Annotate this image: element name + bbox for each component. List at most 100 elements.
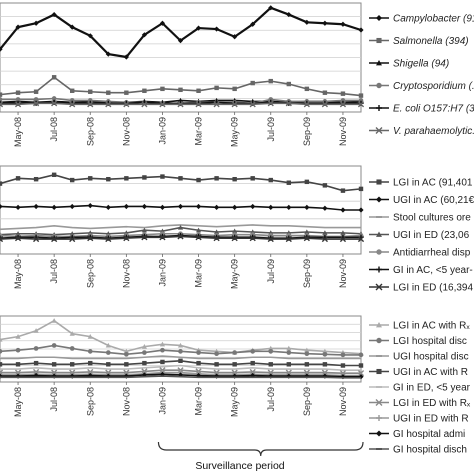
data-point bbox=[232, 176, 237, 182]
x-tick-label: Nov-09 bbox=[338, 259, 348, 288]
data-point bbox=[0, 372, 3, 378]
legend-label: Campylobacter (91 bbox=[393, 14, 474, 25]
data-point bbox=[141, 101, 148, 108]
data-point bbox=[124, 362, 129, 367]
legend-entry: LGI in ED (16,394 bbox=[369, 283, 473, 294]
legend-entry: GI in AC, <5 year- bbox=[369, 265, 473, 276]
data-point bbox=[0, 46, 3, 52]
data-point bbox=[304, 347, 310, 353]
data-point bbox=[88, 360, 93, 366]
series-line bbox=[0, 224, 361, 231]
legend-entry: GI in ED, <5 year bbox=[369, 383, 471, 394]
data-point bbox=[51, 318, 57, 323]
legend-label: GI in AC, <5 year- bbox=[393, 265, 473, 276]
data-point bbox=[304, 204, 310, 210]
data-point bbox=[33, 20, 39, 26]
series-6 bbox=[0, 233, 365, 243]
pathogen-chart: May-08 Jul-08 Sep-08 Nov-08 Jan-09 Mar-09 May-… bbox=[0, 2, 474, 147]
legend-label: Antidiarrheal disp bbox=[393, 248, 471, 259]
data-point bbox=[232, 232, 237, 237]
data-point bbox=[51, 96, 57, 101]
legend-label: UGI hospital disc bbox=[393, 352, 469, 363]
legend-swatch-marker bbox=[376, 249, 382, 255]
data-point bbox=[340, 352, 346, 358]
x-tick-label: Mar-09 bbox=[194, 117, 204, 146]
data-point bbox=[69, 331, 75, 336]
data-point bbox=[232, 204, 238, 210]
data-point bbox=[69, 98, 75, 103]
data-point bbox=[15, 90, 21, 95]
data-point bbox=[304, 86, 310, 92]
data-point bbox=[321, 235, 328, 243]
x-tick-label: Jul-09 bbox=[266, 117, 276, 142]
x-tick-label: Sep-09 bbox=[302, 117, 312, 146]
data-point bbox=[286, 204, 292, 210]
data-point bbox=[87, 33, 93, 39]
legend-label: GI in ED, <5 year bbox=[393, 383, 471, 394]
data-point bbox=[340, 363, 346, 368]
x-tick-label: May-08 bbox=[13, 387, 23, 417]
legend-swatch-marker bbox=[375, 283, 383, 291]
syndrome-chart-primary: May-08 Jul-08 Sep-08 Nov-08 Jan-09 Mar-09 May-… bbox=[0, 165, 474, 294]
data-point bbox=[358, 363, 364, 368]
data-point bbox=[0, 203, 3, 210]
legend-entry: Stool cultures ore bbox=[369, 213, 471, 224]
data-point bbox=[358, 98, 364, 103]
x-tick-label: Sep-08 bbox=[85, 259, 95, 288]
data-point bbox=[340, 91, 346, 96]
data-point bbox=[286, 180, 292, 185]
data-point bbox=[51, 343, 57, 348]
x-tick-label: Jul-08 bbox=[49, 387, 59, 412]
legend-entry: LGI in AC (91,401 bbox=[369, 178, 473, 189]
data-point bbox=[268, 233, 274, 238]
data-point bbox=[33, 235, 40, 243]
data-point bbox=[123, 101, 130, 108]
data-point bbox=[15, 176, 21, 181]
data-point bbox=[249, 235, 256, 242]
data-point bbox=[340, 230, 346, 235]
data-point bbox=[105, 342, 111, 348]
x-tick-label: Sep-08 bbox=[85, 387, 95, 416]
x-tick-label: Sep-09 bbox=[302, 259, 312, 288]
data-point bbox=[0, 92, 3, 97]
data-point bbox=[159, 341, 166, 347]
data-point bbox=[358, 186, 364, 192]
data-point bbox=[214, 204, 220, 210]
data-point bbox=[106, 362, 111, 367]
data-point bbox=[322, 20, 328, 26]
legend-entry: UGI hospital disc bbox=[369, 352, 469, 363]
data-point bbox=[304, 351, 310, 357]
data-point bbox=[177, 203, 184, 210]
data-point bbox=[358, 27, 364, 33]
legend-label: LGI in AC with Rₓ bbox=[393, 321, 470, 332]
data-point bbox=[340, 98, 346, 103]
legend-entry: Antidiarrheal disp bbox=[369, 248, 471, 259]
data-point bbox=[105, 204, 111, 210]
legend-label: LGI in ED with Rₓ bbox=[393, 398, 471, 409]
data-point bbox=[87, 235, 94, 242]
legend-label: LGI hospital disc bbox=[393, 336, 467, 347]
data-point bbox=[142, 88, 147, 93]
data-point bbox=[123, 54, 129, 60]
data-point bbox=[69, 346, 75, 351]
legend-swatch-marker bbox=[376, 430, 382, 437]
data-point bbox=[196, 177, 201, 183]
legend-swatch-marker bbox=[376, 266, 382, 273]
data-point bbox=[159, 20, 166, 26]
legend-label: Shigella (94) bbox=[393, 59, 449, 70]
legend-swatch-marker bbox=[376, 196, 382, 203]
data-point bbox=[322, 351, 328, 357]
data-point bbox=[196, 350, 201, 355]
data-point bbox=[33, 89, 39, 94]
data-point bbox=[268, 5, 274, 11]
data-point bbox=[159, 101, 166, 108]
x-tick-label: Jan-09 bbox=[157, 259, 167, 287]
legend-entry: E. coli O157:H7 (35 bbox=[369, 104, 474, 115]
data-point bbox=[51, 235, 58, 243]
data-point bbox=[232, 34, 238, 40]
data-point bbox=[141, 227, 147, 233]
data-point bbox=[177, 101, 184, 108]
data-point bbox=[214, 85, 219, 91]
legend-swatch-marker bbox=[376, 60, 382, 66]
data-point bbox=[160, 347, 165, 353]
